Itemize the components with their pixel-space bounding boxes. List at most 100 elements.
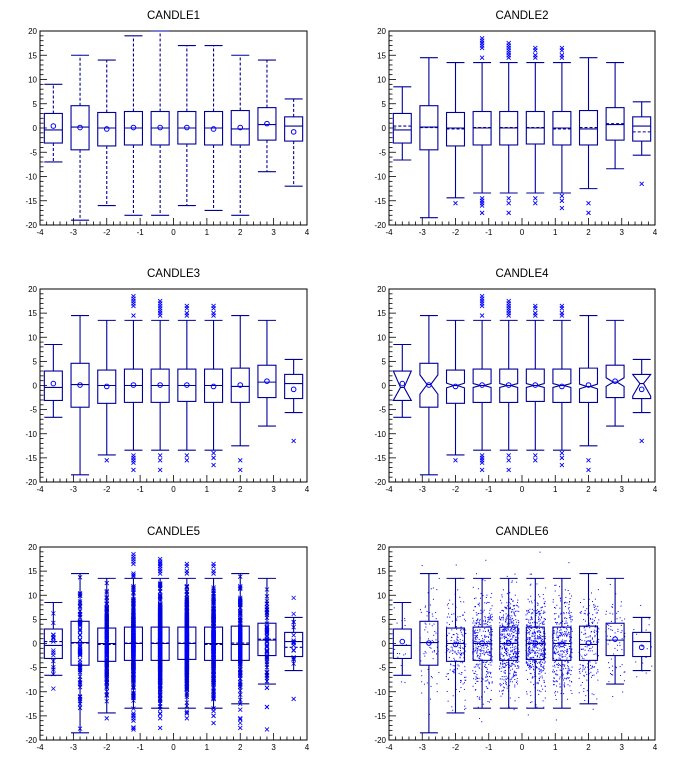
- data-point: [477, 648, 479, 650]
- outlier-marker: [211, 720, 216, 726]
- data-point: [514, 686, 516, 688]
- data-point: [487, 619, 489, 621]
- data-point: [475, 670, 477, 672]
- panel-title: CANDLE4: [495, 268, 549, 280]
- data-point: [563, 633, 565, 635]
- data-point: [475, 648, 477, 650]
- data-point: [532, 612, 534, 614]
- data-point: [525, 624, 527, 626]
- data-point: [536, 635, 538, 637]
- data-point: [448, 649, 450, 651]
- data-point: [482, 638, 484, 640]
- data-point: [504, 636, 506, 638]
- data-point: [447, 648, 449, 650]
- data-point: [544, 605, 546, 607]
- x-tick-label: -4: [36, 228, 44, 237]
- data-point: [474, 650, 476, 652]
- data-point: [568, 668, 570, 670]
- candle: [445, 564, 467, 714]
- data-point: [501, 623, 503, 625]
- data-point: [472, 685, 474, 687]
- data-point: [491, 643, 493, 645]
- data-point: [536, 662, 538, 664]
- data-point: [446, 626, 448, 628]
- data-point: [480, 624, 482, 626]
- x-tick-label: -1: [137, 743, 145, 752]
- data-point: [457, 634, 459, 636]
- x-tick-label: 4: [305, 485, 310, 494]
- x-tick-label: 0: [520, 485, 525, 494]
- data-point: [511, 650, 513, 652]
- candle: [525, 45, 545, 206]
- data-point: [527, 714, 529, 716]
- data-point: [474, 637, 476, 639]
- data-point: [510, 598, 512, 600]
- data-point: [511, 598, 513, 600]
- data-point: [505, 607, 507, 609]
- data-point: [456, 638, 458, 640]
- data-point-marker: [291, 611, 296, 617]
- data-point: [513, 619, 515, 621]
- data-point: [502, 664, 504, 666]
- data-point: [537, 603, 539, 605]
- candle: [445, 319, 466, 463]
- outlier-marker: [559, 45, 565, 51]
- data-point: [540, 635, 542, 637]
- data-point: [553, 613, 555, 615]
- data-point-marker: [237, 652, 243, 657]
- data-point: [454, 650, 456, 652]
- data-point: [531, 618, 533, 620]
- data-point: [509, 634, 511, 636]
- data-point: [490, 628, 492, 630]
- data-point: [474, 606, 476, 608]
- data-point: [426, 610, 428, 612]
- data-point: [517, 602, 519, 604]
- data-point: [531, 612, 533, 614]
- data-point: [460, 673, 462, 675]
- data-point: [435, 611, 437, 613]
- data-point: [505, 663, 507, 665]
- outlier-marker: [131, 293, 136, 299]
- outlier-marker: [157, 715, 163, 721]
- data-point: [517, 665, 519, 667]
- data-point: [505, 678, 507, 680]
- data-point: [472, 670, 474, 672]
- data-point: [513, 657, 515, 659]
- data-point: [542, 635, 544, 637]
- data-point-marker: [77, 657, 83, 663]
- data-point: [531, 657, 533, 659]
- y-tick-label: -20: [25, 736, 37, 745]
- data-point: [539, 676, 541, 678]
- data-point: [464, 679, 466, 681]
- data-point: [459, 647, 461, 649]
- data-point: [484, 623, 486, 625]
- data-point: [536, 706, 538, 708]
- data-point: [518, 656, 520, 658]
- data-point: [509, 656, 511, 658]
- data-point: [404, 620, 406, 622]
- data-point: [504, 644, 506, 646]
- data-point: [488, 675, 490, 677]
- data-point: [525, 662, 527, 664]
- data-point: [511, 618, 513, 620]
- outlier-marker: [184, 561, 190, 567]
- data-point: [476, 656, 478, 658]
- data-point: [432, 641, 434, 643]
- data-point: [530, 600, 532, 602]
- data-point: [484, 654, 486, 656]
- data-point: [484, 691, 486, 693]
- data-point: [456, 619, 458, 621]
- data-point: [507, 638, 509, 640]
- data-point: [427, 668, 429, 670]
- data-point: [539, 610, 541, 612]
- data-point: [501, 634, 503, 636]
- data-point: [432, 651, 434, 653]
- mean-marker: [77, 382, 83, 388]
- data-point: [515, 645, 517, 647]
- candle: [525, 551, 547, 716]
- data-point: [487, 679, 489, 681]
- data-point: [486, 621, 488, 623]
- data-point: [530, 649, 532, 651]
- data-point: [487, 601, 489, 603]
- data-point: [485, 559, 487, 561]
